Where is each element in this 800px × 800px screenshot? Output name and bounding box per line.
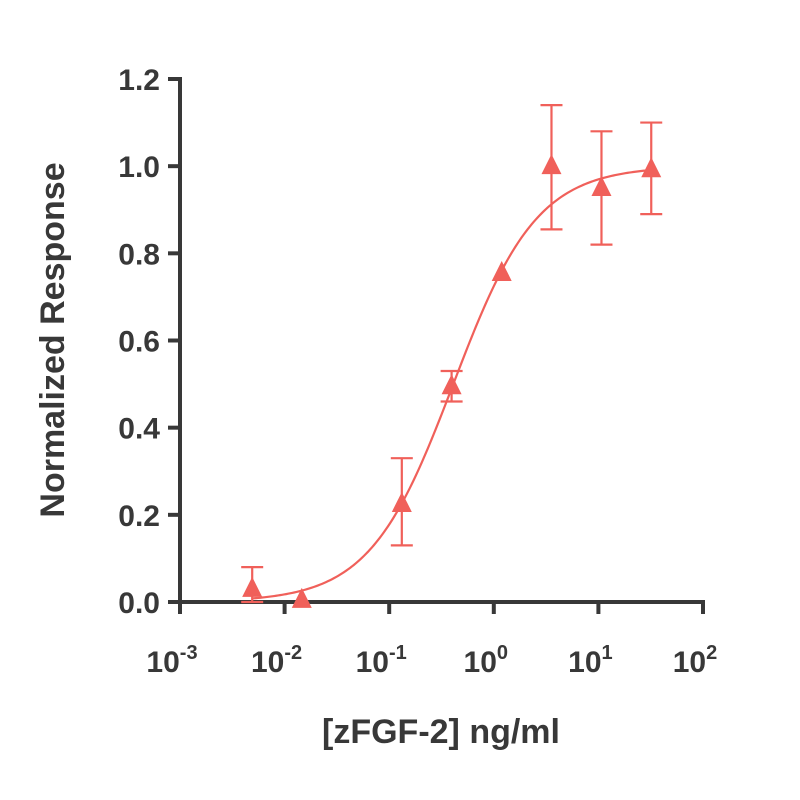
y-tick-label: 0.0 xyxy=(118,587,160,620)
y-tick-label: 0.4 xyxy=(118,413,160,446)
x-tick-label: 10-1 xyxy=(356,642,407,679)
x-tick-label: 10-3 xyxy=(146,642,197,679)
y-tick-label: 0.6 xyxy=(118,326,160,359)
data-point-triangle xyxy=(391,491,412,512)
y-axis: 0.0 0.2 0.4 0.6 0.8 1.0 1.2 xyxy=(118,64,182,620)
x-axis-title: [zFGF-2] ng/ml xyxy=(322,713,560,751)
data-point-triangle xyxy=(541,154,562,175)
x-tick-label: 101 xyxy=(568,642,613,679)
data-point-triangle xyxy=(591,175,612,196)
data-point-triangle xyxy=(491,260,512,281)
data-point-triangle xyxy=(242,576,263,597)
y-tick-label: 1.0 xyxy=(118,151,160,184)
data-point-triangle xyxy=(441,374,462,395)
y-tick-label: 0.8 xyxy=(118,238,160,271)
data-points xyxy=(241,104,663,608)
x-tick-label: 102 xyxy=(673,642,718,679)
y-tick-label: 0.2 xyxy=(118,500,160,533)
x-axis: 10-3 10-2 10-1 100 101 102 xyxy=(146,600,718,679)
y-tick-label: 1.2 xyxy=(118,64,160,97)
data-point-triangle xyxy=(291,587,312,608)
data-point-triangle xyxy=(641,157,662,178)
x-tick-label: 100 xyxy=(464,642,509,679)
x-tick-label: 10-2 xyxy=(251,642,302,679)
y-axis-title: Normalized Response xyxy=(34,162,72,517)
